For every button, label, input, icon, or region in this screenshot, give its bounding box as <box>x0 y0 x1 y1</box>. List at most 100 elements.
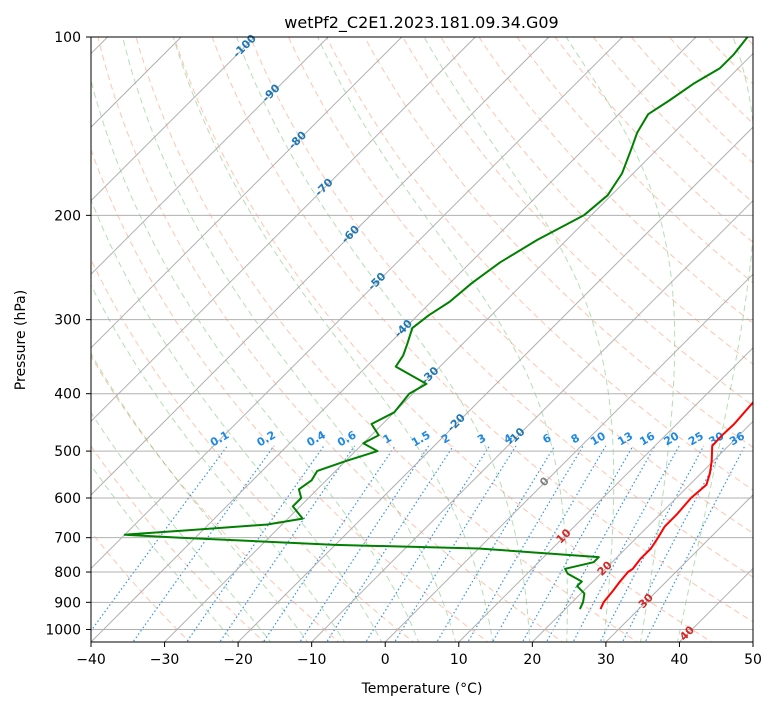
mixing-ratio-label: 20 <box>662 429 682 448</box>
mixing-ratio-label: 1 <box>381 431 394 446</box>
x-tick-label: 20 <box>523 652 541 668</box>
dry-adiabat-line <box>91 148 489 642</box>
grid-lines <box>91 37 753 630</box>
x-tick-label: −40 <box>76 652 106 668</box>
mixing-ratio-line <box>644 445 746 642</box>
isotherm-line <box>91 37 550 496</box>
plot-frame <box>90 36 754 643</box>
isotherm-label: 40 <box>677 623 697 643</box>
profile-series <box>123 37 753 610</box>
y-tick-label: 1000 <box>45 622 81 638</box>
isotherm-lines <box>91 37 753 642</box>
x-tick-label: 50 <box>744 652 762 668</box>
mixing-ratio-label: 30 <box>707 429 727 448</box>
mixing-ratio-label: 13 <box>615 429 635 448</box>
isotherm-line <box>91 37 329 275</box>
y-tick-label: 500 <box>54 444 81 460</box>
dry-adiabat-line <box>630 37 753 164</box>
isotherm-line <box>531 420 753 642</box>
mixing-ratio-label: 36 <box>727 429 747 448</box>
y-tick-label: 300 <box>54 313 81 329</box>
isotherm-line <box>679 567 753 642</box>
isotherm-label: 0 <box>537 474 552 489</box>
dry-adiabat-line <box>364 37 753 449</box>
mixing-ratio-line <box>325 445 454 642</box>
mixing-ratio-label: 3 <box>475 431 488 446</box>
mixing-ratio-label: 0.4 <box>304 428 328 449</box>
isotherm-line <box>458 347 753 642</box>
mixing-ratio-line <box>219 445 356 642</box>
moist-adiabat-line <box>91 78 420 642</box>
dry-adiabat-line <box>706 37 753 85</box>
dry-adiabat-line <box>592 37 753 204</box>
mixing-ratio-line <box>467 445 584 642</box>
isotherm-line <box>91 37 697 642</box>
isotherm-line <box>91 37 403 349</box>
moist-adiabat-line <box>91 411 272 642</box>
mixing-ratio-line <box>262 445 396 642</box>
moist-adiabat-line <box>676 37 753 642</box>
dry-adiabat-line <box>287 37 753 534</box>
isotherm-label: -70 <box>312 176 335 199</box>
dry-adiabat-line <box>211 37 753 623</box>
y-axis-title: Pressure (hPa) <box>13 290 29 390</box>
mixing-ratio-line <box>492 445 607 642</box>
moist-adiabat-line <box>91 352 309 642</box>
moist-adiabat-line <box>91 198 383 642</box>
y-tick-label: 900 <box>54 595 81 611</box>
x-tick-label: −20 <box>223 652 253 668</box>
dry-adiabat-line <box>91 258 415 642</box>
dry-adiabat-line <box>249 37 753 578</box>
mixing-ratio-label: 8 <box>569 431 582 446</box>
isotherm-line <box>752 641 753 642</box>
dry-adiabat-line <box>402 37 753 407</box>
isotherm-line <box>91 37 256 202</box>
isotherm-line <box>384 273 753 642</box>
y-tick-label: 400 <box>54 387 81 403</box>
x-tick-label: 30 <box>597 652 615 668</box>
dewpoint-line <box>123 37 749 610</box>
y-tick-label: 100 <box>54 30 81 46</box>
y-tick-label: 700 <box>54 531 81 547</box>
mixing-ratio-label: 2 <box>439 431 452 446</box>
isotherm-label: -90 <box>259 81 282 104</box>
mixing-ratio-line <box>185 445 325 642</box>
mixing-ratio-label: 10 <box>588 429 608 448</box>
mixing-ratio-label: 16 <box>637 429 657 448</box>
isotherm-line <box>237 126 753 642</box>
x-tick-label: −10 <box>297 652 327 668</box>
x-tick-label: 10 <box>450 652 468 668</box>
dry-adiabat-line <box>478 37 753 324</box>
isotherm-line <box>311 199 753 642</box>
mixing-ratio-label: 25 <box>686 429 706 448</box>
dry-adiabat-line <box>173 37 713 642</box>
y-tick-label: 600 <box>54 491 81 507</box>
line-labels: 0.1 0.2 0.4 0.6 1 1.5 2 3 4 6 8 10 13 16 20 25 30 36-100-… <box>208 32 747 644</box>
isotherm-label: -60 <box>339 223 362 246</box>
isotherm-label: -30 <box>418 364 441 387</box>
mixing-ratio-label: 0.6 <box>335 428 359 449</box>
dry-adiabat-line <box>97 37 564 642</box>
moist-adiabat-line <box>91 464 235 642</box>
mixing-ratio-line <box>132 445 275 642</box>
isotherm-label: -20 <box>445 411 468 434</box>
x-tick-label: 40 <box>671 652 689 668</box>
y-tick-label: 800 <box>54 565 81 581</box>
moist-adiabat-line <box>122 37 457 642</box>
isotherm-line <box>91 37 476 423</box>
isotherm-line <box>164 52 753 642</box>
isotherm-line <box>91 37 623 570</box>
mixing-ratio-line <box>394 445 517 642</box>
mixing-ratio-label: 6 <box>540 431 553 446</box>
mixing-ratio-line <box>599 445 705 642</box>
dry-adiabat-line <box>744 37 753 46</box>
chart-title: wetPf2_C2E1.2023.181.09.34.G09 <box>284 13 558 33</box>
dry-adiabat-line <box>668 37 753 125</box>
isotherm-label: -100 <box>230 32 259 61</box>
isotherm-line <box>605 494 753 642</box>
moist-adiabat-line <box>236 37 531 642</box>
dry-adiabat-line <box>325 37 753 491</box>
dry-adiabat-line <box>91 355 340 642</box>
x-tick-label: 0 <box>381 652 390 668</box>
